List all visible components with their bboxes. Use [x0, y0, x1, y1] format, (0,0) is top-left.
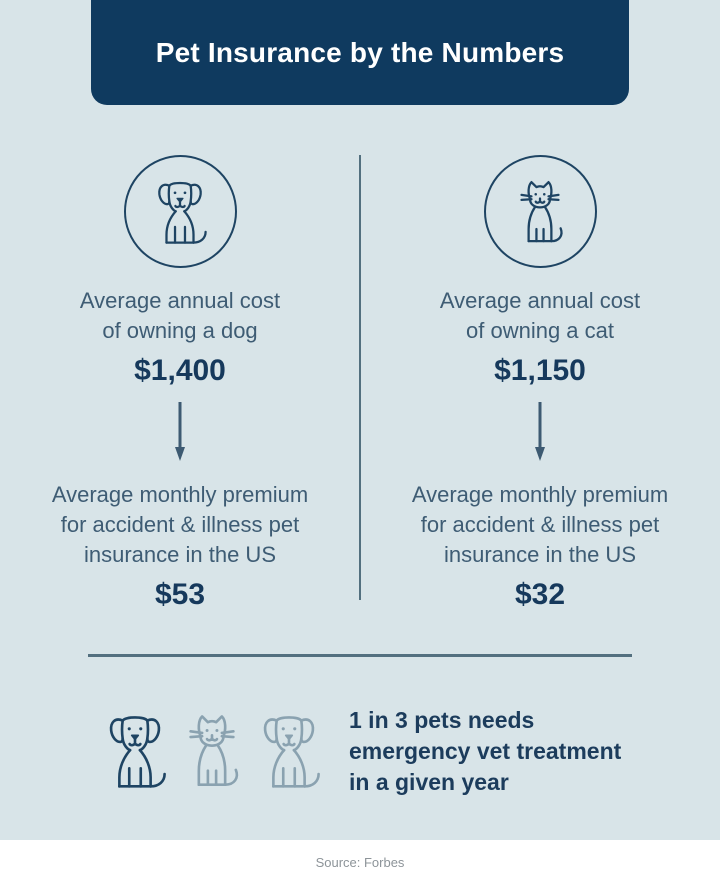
dog-column: Average annual cost of owning a dog $1,4… [0, 155, 360, 614]
dog-icon [98, 707, 172, 795]
dog-circle-badge [123, 155, 237, 268]
down-arrow-icon [175, 402, 185, 461]
section-divider-line [88, 654, 632, 657]
cat-icon [508, 175, 572, 249]
highlight-pet-icons [98, 707, 329, 795]
source-text: Source: Forbes [315, 855, 405, 870]
dog-annual-cost-label: Average annual cost of owning a dog [79, 288, 281, 343]
cat-premium-label: Average monthly premium for accident & i… [411, 482, 669, 567]
dog-premium-value: $53 [154, 578, 206, 611]
dog-icon [252, 707, 326, 795]
highlight-text: 1 in 3 pets needs emergency vet treatmen… [349, 706, 622, 795]
highlight-section: 1 in 3 pets needs emergency vet treatmen… [98, 705, 720, 798]
page-title: Pet Insurance by the Numbers [155, 36, 565, 68]
dog-premium-label: Average monthly premium for accident & i… [51, 482, 309, 567]
infographic-panel: Pet Insurance by the Numbers Average ann… [0, 0, 720, 840]
stats-columns: Average annual cost of owning a dog $1,4… [0, 155, 720, 614]
down-arrow-icon [535, 402, 545, 461]
cat-icon [175, 707, 249, 795]
cat-annual-cost-label: Average annual cost of owning a cat [439, 288, 641, 343]
footer: Source: Forbes [0, 840, 720, 892]
cat-column: Average annual cost of owning a cat $1,1… [360, 155, 720, 614]
dog-icon [148, 175, 212, 249]
header-banner: Pet Insurance by the Numbers [91, 0, 629, 105]
cat-annual-cost-value: $1,150 [494, 354, 586, 387]
cat-premium-value: $32 [514, 578, 566, 611]
cat-circle-badge [483, 155, 597, 268]
dog-annual-cost-value: $1,400 [134, 354, 226, 387]
column-divider-line [359, 155, 361, 600]
